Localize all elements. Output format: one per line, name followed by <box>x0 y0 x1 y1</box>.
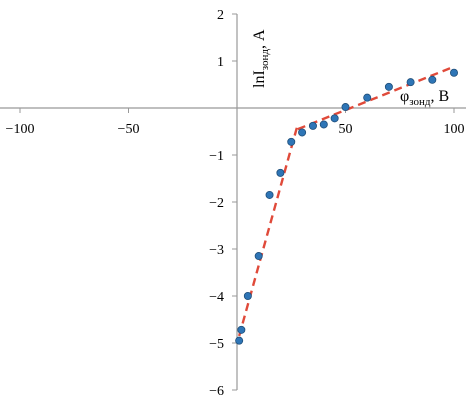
data-point <box>341 103 350 112</box>
data-point <box>276 168 285 177</box>
x-axis-title: φзонд, В <box>400 88 449 108</box>
y-tick-label: −1 <box>209 149 224 164</box>
data-point <box>308 121 317 130</box>
y-tick-label: −6 <box>209 384 224 399</box>
data-point <box>243 291 252 300</box>
fit-lines <box>238 65 455 337</box>
x-tick-label: −50 <box>118 122 140 137</box>
y-tick-label: −3 <box>209 243 224 258</box>
data-point <box>287 137 296 146</box>
data-point <box>330 114 339 123</box>
tick-labels: −100 −50 50 100 −6 −5 −4 −3 −2 −1 1 2 <box>6 8 465 399</box>
data-point <box>384 82 393 91</box>
x-tick-label: 50 <box>339 122 353 137</box>
y-tick-label: −5 <box>209 337 224 352</box>
data-point <box>298 128 307 137</box>
fit-line <box>238 124 299 337</box>
y-tick-label: 1 <box>217 55 224 70</box>
data-points <box>235 68 458 345</box>
data-point <box>237 325 246 334</box>
data-point <box>254 252 263 261</box>
data-point <box>363 93 372 102</box>
data-point <box>449 68 458 77</box>
data-point <box>235 336 244 345</box>
data-point <box>428 75 437 84</box>
axes <box>0 13 466 391</box>
x-tick-label: −100 <box>6 122 35 137</box>
y-tick-label: −4 <box>209 290 224 305</box>
x-tick-label: 100 <box>444 122 465 137</box>
fit-line <box>297 65 455 131</box>
data-point <box>265 190 274 199</box>
y-tick-label: −2 <box>209 196 224 211</box>
data-point <box>406 78 415 87</box>
y-axis-title: lnIзонд, А <box>251 29 271 88</box>
y-tick-label: 2 <box>217 8 224 23</box>
data-point <box>319 120 328 129</box>
